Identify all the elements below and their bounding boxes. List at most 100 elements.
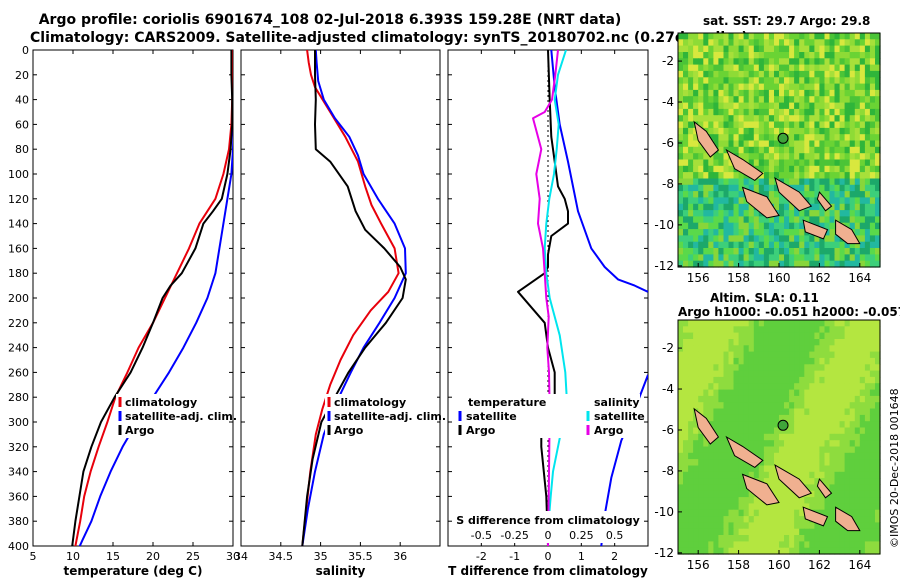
map-cell	[708, 229, 714, 236]
map-cell	[829, 83, 836, 91]
map-cell	[723, 96, 730, 104]
map-cell	[758, 229, 765, 236]
map-cell	[834, 402, 841, 410]
map-cell	[743, 427, 750, 435]
map-cell	[875, 178, 881, 186]
map-cell	[718, 497, 724, 504]
map-cell	[768, 459, 775, 466]
map-cell	[834, 547, 841, 555]
map-cell	[819, 370, 825, 378]
map-cell	[859, 351, 866, 359]
map-cell	[768, 108, 775, 116]
map-cell	[733, 484, 740, 492]
legend-label: Argo	[466, 424, 496, 437]
map-cell	[844, 459, 851, 466]
island	[774, 464, 813, 499]
map-cell	[779, 408, 785, 416]
map-cell	[869, 547, 876, 555]
map-cell	[784, 522, 790, 530]
map-cell	[763, 52, 770, 59]
map-cell	[753, 376, 760, 384]
map-cell	[698, 503, 704, 511]
map-cell	[743, 58, 750, 66]
map-cell	[713, 203, 719, 211]
map-cell	[839, 490, 846, 498]
map-cell	[703, 241, 709, 249]
map-cell	[869, 446, 876, 454]
map-cell	[713, 364, 719, 372]
map-cell	[723, 165, 730, 173]
map-cell	[693, 108, 699, 116]
map-cell	[703, 64, 709, 72]
map-cell	[804, 58, 810, 66]
map-cell	[859, 197, 866, 205]
map-cell	[849, 102, 856, 110]
map-cell	[779, 509, 785, 517]
map-cell	[774, 184, 780, 192]
map-cell	[854, 528, 861, 536]
map-cell	[839, 140, 846, 148]
map-cell	[779, 547, 785, 555]
map-cell	[728, 70, 735, 78]
map-cell	[683, 535, 689, 542]
map-cell	[758, 535, 765, 542]
map-cell	[774, 229, 780, 236]
map-cell	[688, 465, 694, 473]
map-cell	[718, 421, 724, 429]
map-cell	[683, 383, 689, 391]
map-cell	[728, 408, 735, 416]
map-cell	[799, 320, 805, 327]
map-cell	[875, 235, 881, 243]
map-cell	[743, 52, 750, 59]
map-cell	[844, 248, 851, 255]
map-cell	[678, 408, 684, 416]
map-cell	[839, 452, 846, 460]
map-cell	[834, 184, 841, 192]
map-cell	[859, 490, 866, 498]
map-cell	[683, 433, 689, 441]
map-cell	[789, 427, 795, 435]
map-cell	[708, 77, 714, 85]
map-cell	[864, 320, 871, 327]
map-cell	[698, 497, 704, 504]
map-cell	[728, 370, 735, 378]
map-cell	[683, 210, 689, 217]
map-cell	[753, 102, 760, 110]
map-cell	[718, 478, 724, 485]
map-cell	[688, 440, 694, 448]
map-cell	[678, 541, 684, 549]
map-cell	[723, 64, 730, 72]
map-cell	[738, 370, 745, 378]
map-cell	[748, 370, 755, 378]
map-cell	[708, 39, 714, 47]
map-cell	[768, 408, 775, 416]
map-cell	[794, 459, 800, 466]
map-cell	[859, 121, 866, 129]
map-cell	[809, 370, 815, 378]
map-cell	[768, 402, 775, 410]
map-cell	[718, 345, 724, 353]
map-cell	[794, 248, 800, 255]
map-cell	[819, 134, 825, 142]
map-cell	[789, 320, 795, 327]
map-cell	[869, 414, 876, 422]
map-cell	[768, 503, 775, 511]
map-cell	[718, 52, 724, 59]
map-cell	[804, 248, 810, 255]
map-cell	[864, 96, 871, 104]
map-cell	[869, 45, 876, 53]
map-cell	[768, 516, 775, 523]
map-cell	[763, 216, 770, 224]
map-cell	[738, 58, 745, 66]
map-cell	[698, 484, 704, 492]
map-cell	[723, 427, 730, 435]
map-cell	[708, 452, 714, 460]
map-cell	[683, 248, 689, 255]
map-cell	[849, 96, 856, 104]
map-cell	[824, 339, 831, 346]
map-cell	[824, 222, 831, 230]
map-cell	[875, 440, 881, 448]
map-cell	[864, 203, 871, 211]
map-cell	[809, 77, 815, 85]
map-cell	[789, 172, 795, 179]
